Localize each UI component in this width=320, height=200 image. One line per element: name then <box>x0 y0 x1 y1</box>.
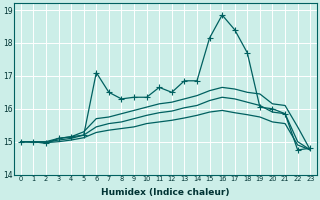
X-axis label: Humidex (Indice chaleur): Humidex (Indice chaleur) <box>101 188 230 197</box>
